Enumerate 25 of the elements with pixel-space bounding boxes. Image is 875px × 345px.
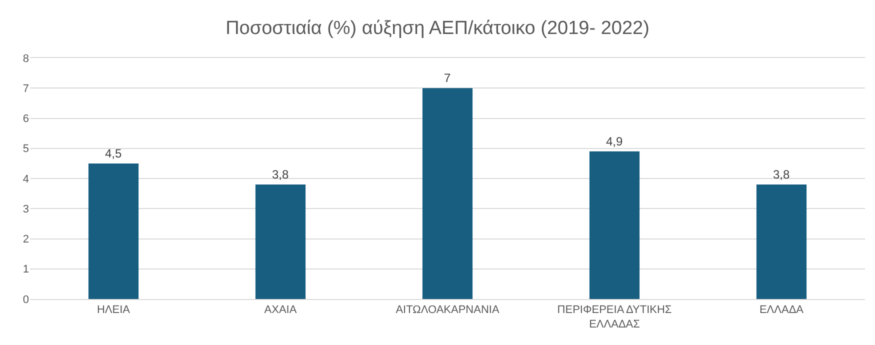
y-tick-label: 5 [22, 143, 29, 156]
data-label: 4,9 [606, 134, 624, 148]
bar [422, 88, 473, 299]
chart-title: Ποσοστιαία (%) αύξηση ΑΕΠ/κάτοικο (2019- 2022) [226, 18, 650, 39]
x-tick-label: ΗΛΕΙΑ [96, 304, 131, 316]
y-tick-label: 2 [22, 234, 29, 246]
bar [589, 151, 640, 299]
data-label: 4,5 [104, 146, 122, 160]
x-tick-label: ΠΕΡΙΦΕΡΕΙΑ ΔΥΤΙΚΗΣ ΕΛΛΑΔΑΣ [557, 304, 672, 330]
x-tick-label: ΑΧΑΙΑ [264, 304, 298, 316]
y-tick-label: 8 [22, 52, 29, 65]
y-tick-label: 0 [22, 294, 29, 306]
data-label: 3,8 [772, 168, 790, 182]
y-tick-label: 7 [22, 82, 29, 95]
data-label: 7 [444, 71, 451, 86]
x-tick-label: ΑΙΤΩΛΟΑΚΑΡΝΑΝΙΑ [396, 304, 500, 316]
y-tick-label: 4 [22, 173, 29, 186]
bar [255, 184, 306, 299]
data-label: 3,8 [272, 168, 290, 182]
bar [88, 163, 139, 299]
y-tick-label: 3 [22, 203, 29, 216]
y-tick-label: 6 [22, 113, 29, 126]
bar [756, 184, 807, 299]
y-tick-label: 1 [22, 264, 29, 276]
x-tick-label: ΕΛΛΑΔΑ [759, 304, 804, 316]
